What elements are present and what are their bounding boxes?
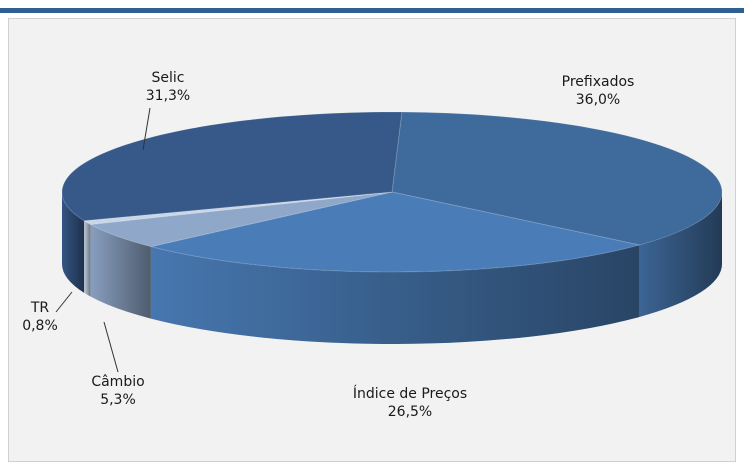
slice-value-label: 26,5% [388,404,432,420]
slice-value-label: 36,0% [576,92,620,108]
slice-side-shade [150,244,640,344]
pie-labels: Prefixados 36,0% Índice de Preços 26,5% Câmb… [22,70,634,420]
slice-label: Selic [152,70,185,86]
slice-value-label: 31,3% [146,88,190,104]
slice-value-label: 5,3% [100,392,136,408]
slice-label: Prefixados [562,74,635,90]
slice-label: Câmbio [91,374,144,390]
slice [150,191,640,273]
pie-sides [62,192,722,344]
slice-label: Índice de Preços [353,385,467,402]
leader-line [55,291,73,313]
leader-line [142,107,151,151]
slice [82,191,393,225]
slice-side-shade [84,220,91,297]
slice-label: TR [30,300,50,316]
slice-side-shade [62,192,85,293]
slice-side-shade [90,224,151,319]
slice [88,191,393,248]
leader-line [103,321,119,373]
slice [391,111,723,246]
slice-side-shade [639,192,722,317]
slice [61,111,403,222]
slice-value-label: 0,8% [22,318,58,334]
top-rule [0,8,744,13]
pie-tops [61,111,723,273]
